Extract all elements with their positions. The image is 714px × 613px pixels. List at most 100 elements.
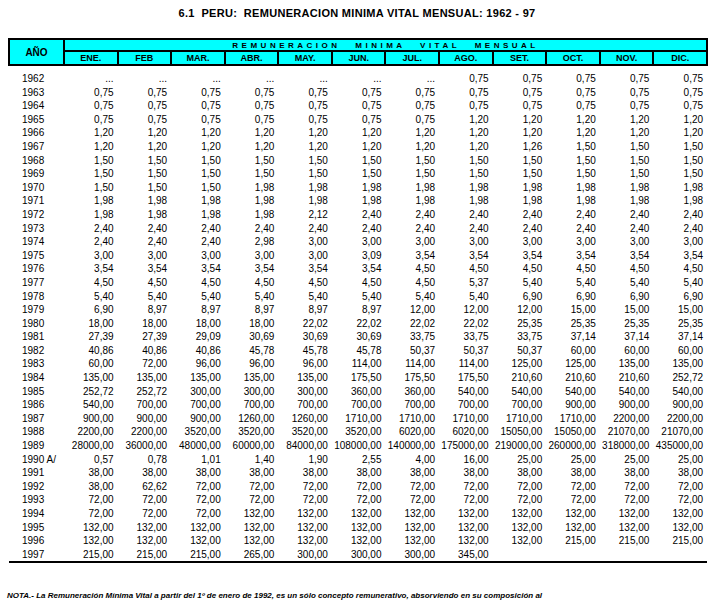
value-cell: 1,50 [171,154,225,168]
value-cell: 4,50 [278,276,332,290]
value-cell: 360,00 [385,385,439,399]
column-header-oct: OCT. [546,51,600,65]
table-row: 1990 A/0,570,781,011,401,902,554,0016,00… [9,453,707,467]
value-cell: 132,00 [278,507,332,521]
value-cell: 3,00 [171,249,225,263]
value-cell: 132,00 [118,534,172,548]
value-cell: 1,20 [600,113,654,127]
value-cell: 2200,00 [118,425,172,439]
value-cell: 2,12 [278,208,332,222]
value-cell: 1,98 [653,181,707,195]
value-cell: 135,00 [171,371,225,385]
value-cell: 45,78 [225,344,279,358]
value-cell: 132,00 [600,521,654,535]
value-cell: 38,00 [600,466,654,480]
value-cell: 125,00 [546,357,600,371]
value-cell: 48000,00 [171,439,225,453]
value-cell: 38,00 [64,480,118,494]
value-cell: 135,00 [225,371,279,385]
column-header-may: MAY. [278,51,332,65]
value-cell: 175,50 [385,371,439,385]
value-cell: 5,40 [64,290,118,304]
value-cell: 3,54 [653,249,707,263]
value-cell: 132,00 [278,534,332,548]
value-cell: 2,40 [385,208,439,222]
value-cell: 40,86 [64,344,118,358]
value-cell: 0,75 [332,99,386,113]
value-cell: 3,00 [278,235,332,249]
value-cell: 215,00 [171,548,225,563]
value-cell: 0,75 [225,99,279,113]
value-cell: 1,90 [278,453,332,467]
value-cell: 15050,00 [493,425,547,439]
value-cell: 1,40 [225,453,279,467]
table-row: 198127,3927,3929,0930,6930,6930,6933,753… [9,330,707,344]
value-cell: 318000,00 [600,439,654,453]
value-cell: 4,50 [118,276,172,290]
value-cell: 1,20 [225,126,279,140]
value-cell: 132,00 [385,507,439,521]
footnote-line: NOTA.- La Remuneración Mínima Vital a pa… [7,590,709,601]
value-cell: 132,00 [546,521,600,535]
value-cell: 50,37 [385,344,439,358]
value-cell: 135,00 [600,357,654,371]
value-cell: 2200,00 [600,412,654,426]
value-cell: 1,50 [225,154,279,168]
table-row: 198360,0072,0096,0096,0096,00114,00114,0… [9,357,707,371]
table-row: 1984135,00135,00135,00135,00135,00175,50… [9,371,707,385]
value-cell: 1,20 [385,140,439,154]
column-header-nov: NOV. [600,51,654,65]
table-row: 19763,543,543,543,543,543,544,504,504,50… [9,262,707,276]
value-cell: 5,40 [332,290,386,304]
value-cell: 21070,00 [600,425,654,439]
year-cell: 1966 [9,126,64,140]
value-cell: 3520,00 [225,425,279,439]
value-cell: 900,00 [64,412,118,426]
year-cell: 1990 A/ [9,453,64,467]
value-cell: 2,40 [493,208,547,222]
value-cell: 540,00 [546,385,600,399]
value-cell: 132,00 [118,521,172,535]
value-cell: 5,40 [493,276,547,290]
value-cell: 1,50 [439,154,493,168]
value-cell: 1,98 [118,194,172,208]
value-cell: 132,00 [493,507,547,521]
value-cell [546,548,600,563]
value-cell: 2200,00 [653,412,707,426]
value-cell: 1,20 [278,140,332,154]
year-cell: 1970 [9,181,64,195]
value-cell: 0,75 [385,99,439,113]
value-cell: 37,14 [653,330,707,344]
value-cell: 1,20 [64,126,118,140]
value-cell: 132,00 [653,507,707,521]
value-cell: 1,98 [225,194,279,208]
table-row: 19753,003,003,003,003,003,093,543,543,54… [9,249,707,263]
value-cell: 1,20 [332,126,386,140]
value-cell: 132,00 [385,521,439,535]
year-cell: 1975 [9,249,64,263]
value-cell: 45,78 [278,344,332,358]
value-cell: 1,20 [332,140,386,154]
value-cell: 1,98 [653,194,707,208]
value-cell: 5,40 [225,290,279,304]
value-cell: 5,37 [439,276,493,290]
value-cell: 3,09 [332,249,386,263]
value-cell: 96,00 [225,357,279,371]
year-cell: 1987 [9,412,64,426]
value-cell: 6,90 [64,303,118,317]
year-cell: 1993 [9,493,64,507]
value-cell: 215,00 [118,548,172,563]
column-header-set: SET. [493,51,547,65]
value-cell: 1,98 [225,208,279,222]
value-cell: 1,20 [546,126,600,140]
year-cell: 1973 [9,222,64,236]
value-cell: 3,54 [493,249,547,263]
column-header-mar: MAR. [171,51,225,65]
table-row: 198240,8640,8640,8645,7845,7845,7850,375… [9,344,707,358]
value-cell: 132,00 [225,534,279,548]
value-cell: 210,60 [493,371,547,385]
value-cell: 135,00 [653,357,707,371]
value-cell: 0,75 [64,113,118,127]
value-cell: 60,00 [546,344,600,358]
value-cell: 22,02 [439,317,493,331]
